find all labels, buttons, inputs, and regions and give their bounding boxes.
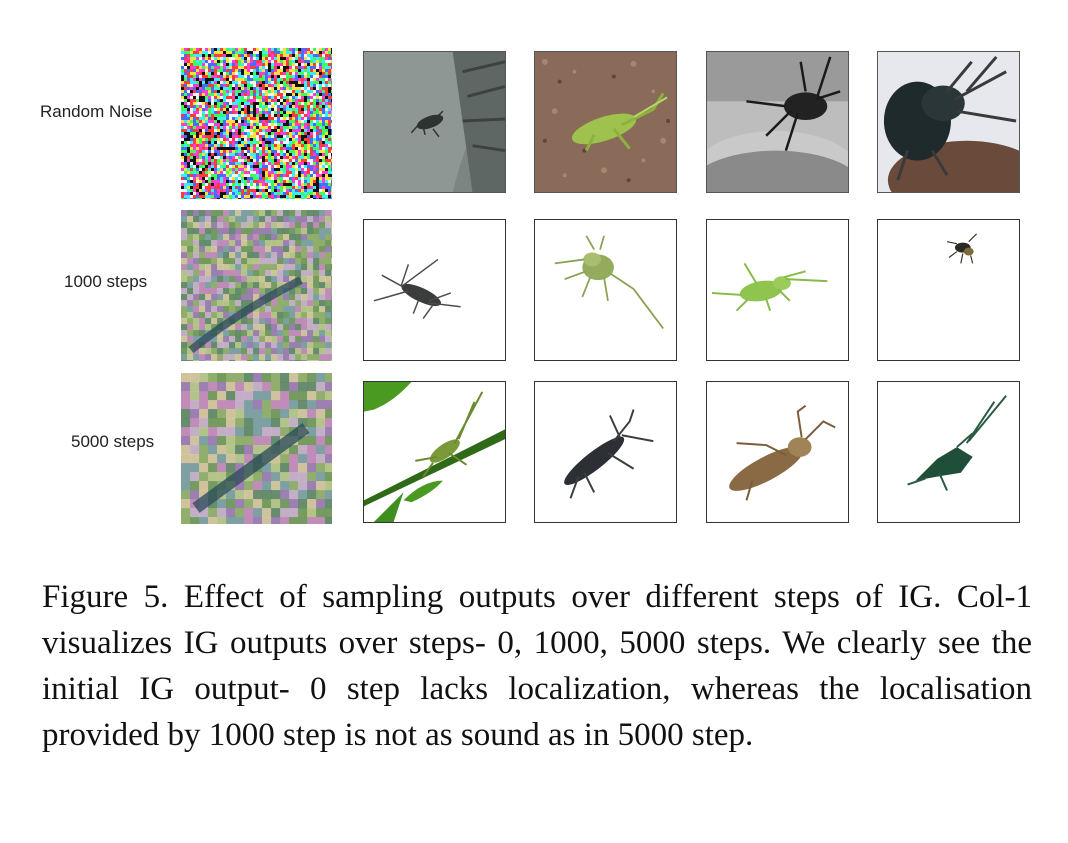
sample-1000-steps-1 xyxy=(363,219,506,361)
ig-output-1000-steps xyxy=(181,210,332,361)
figure-caption: Figure 5. Effect of sampling outputs ove… xyxy=(42,579,1032,753)
sample-1000-steps-2 xyxy=(534,219,677,361)
sample-5000-steps-2 xyxy=(534,381,677,523)
row-label-random-noise: Random Noise xyxy=(40,102,153,121)
sample-1000-steps-3 xyxy=(706,219,849,361)
sample-noise-3 xyxy=(706,51,849,193)
sample-5000-steps-4 xyxy=(877,381,1020,523)
sample-noise-1 xyxy=(363,51,506,193)
ig-output-random-noise xyxy=(181,48,332,199)
sample-noise-4 xyxy=(877,51,1020,193)
row-label-1000-steps: 1000 steps xyxy=(64,272,148,291)
sample-5000-steps-3 xyxy=(706,381,849,523)
sample-noise-2 xyxy=(534,51,677,193)
row-label-5000-steps: 5000 steps xyxy=(71,432,155,451)
sample-5000-steps-1 xyxy=(363,381,506,523)
ig-output-5000-steps xyxy=(181,373,332,524)
noise-map xyxy=(181,48,332,199)
sample-1000-steps-4 xyxy=(877,219,1020,361)
